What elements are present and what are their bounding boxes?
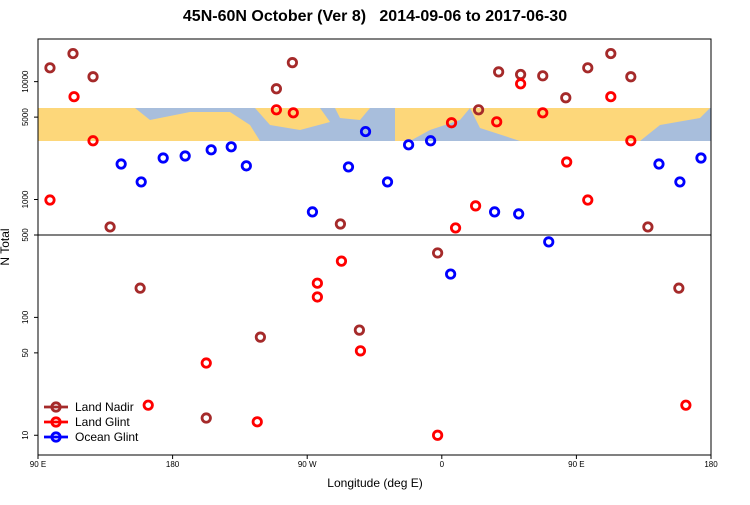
- point: [335, 255, 348, 267]
- point: [625, 71, 637, 83]
- x-axis-label: Longitude (deg E): [327, 476, 422, 490]
- point: [537, 70, 549, 82]
- point: [515, 78, 527, 90]
- x-tick-label: 0: [440, 460, 445, 469]
- y-tick-label: 5000: [21, 108, 30, 126]
- point: [491, 116, 503, 128]
- point: [205, 144, 217, 156]
- point: [359, 125, 372, 138]
- point: [87, 71, 99, 83]
- point: [311, 277, 323, 289]
- point: [432, 247, 444, 259]
- point: [240, 160, 252, 172]
- legend-marker: [50, 416, 62, 428]
- x-tick-label: 180: [704, 460, 718, 469]
- point: [560, 92, 572, 104]
- x-tick-label: 90 W: [298, 460, 317, 469]
- point: [381, 176, 394, 188]
- point: [605, 47, 617, 60]
- y-tick-label: 10: [21, 430, 30, 439]
- x-tick-label: 90 E: [568, 460, 584, 469]
- point: [449, 222, 462, 234]
- point: [115, 158, 127, 170]
- point: [134, 282, 146, 294]
- point: [287, 107, 299, 119]
- point: [680, 399, 692, 411]
- point: [695, 152, 707, 164]
- point: [270, 104, 282, 116]
- point: [469, 200, 482, 212]
- point: [44, 62, 56, 74]
- point: [104, 221, 116, 233]
- x-tick-label: 90 E: [30, 460, 46, 469]
- point: [68, 91, 80, 103]
- point: [432, 429, 444, 441]
- point: [625, 135, 637, 147]
- point: [424, 135, 437, 147]
- map-band: [38, 108, 711, 141]
- point: [537, 107, 549, 119]
- point: [254, 331, 266, 343]
- point: [67, 47, 79, 60]
- point: [653, 158, 665, 170]
- point: [561, 156, 573, 168]
- point: [334, 218, 347, 230]
- point: [488, 206, 501, 218]
- point: [200, 412, 212, 424]
- y-tick-label: 100: [21, 310, 30, 324]
- point: [673, 282, 685, 294]
- point: [311, 291, 323, 303]
- point: [402, 139, 415, 151]
- y-tick-label: 50: [21, 348, 30, 357]
- y-tick-label: 10000: [21, 70, 30, 93]
- y-tick-label: 500: [21, 228, 30, 242]
- y-tick-label: 1000: [21, 190, 30, 208]
- legend-label: Land Nadir: [75, 400, 134, 414]
- point: [142, 399, 154, 411]
- point: [605, 91, 617, 103]
- point: [225, 141, 237, 153]
- point: [87, 135, 99, 147]
- point: [445, 117, 458, 129]
- point: [270, 83, 282, 95]
- point: [582, 194, 594, 206]
- point: [354, 345, 367, 357]
- point: [472, 104, 485, 116]
- point: [157, 152, 169, 164]
- legend-label: Land Glint: [75, 415, 130, 429]
- point: [306, 206, 319, 218]
- plot-frame: [37, 38, 712, 456]
- point: [543, 236, 555, 248]
- chart-title: 45N-60N October (Ver 8) 2014-09-06 to 20…: [183, 8, 567, 25]
- point: [135, 176, 147, 188]
- point: [286, 57, 298, 69]
- point: [353, 324, 365, 336]
- point: [200, 357, 212, 369]
- x-tick-label: 180: [166, 460, 180, 469]
- point: [179, 150, 191, 162]
- point: [674, 176, 686, 188]
- point: [44, 194, 56, 206]
- legend-marker: [50, 431, 62, 443]
- point: [445, 268, 457, 280]
- point: [513, 208, 525, 220]
- y-axis-label: N Total: [0, 228, 12, 265]
- point: [342, 161, 355, 173]
- point: [251, 416, 263, 428]
- point: [642, 221, 654, 233]
- point: [493, 66, 505, 78]
- legend-label: Ocean Glint: [75, 430, 139, 444]
- legend-marker: [50, 401, 62, 413]
- point: [515, 68, 527, 81]
- point: [582, 62, 594, 74]
